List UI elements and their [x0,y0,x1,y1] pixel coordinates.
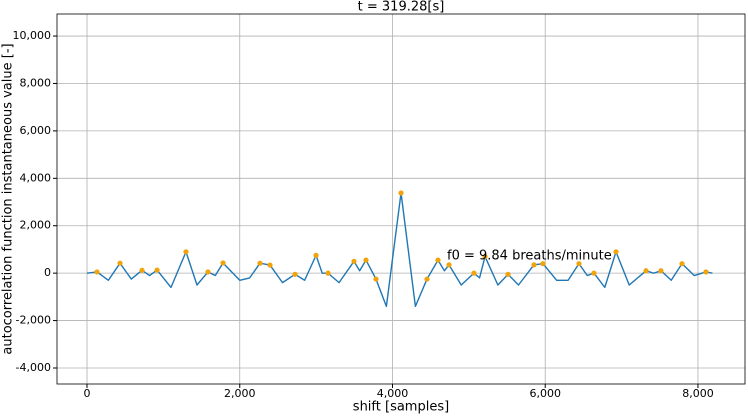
peak-marker [398,190,404,196]
peak-marker [505,271,511,277]
annotation: f0 = 9.84 breaths/minute [447,249,612,264]
peak-marker [205,269,211,275]
peak-marker [183,249,189,255]
peak-marker [313,252,319,258]
x-tick-label: 2,000 [224,387,256,400]
y-tick-label: -4,000 [16,361,51,374]
y-tick-label: 4,000 [20,171,52,184]
x-tick-label: 8,000 [682,387,714,400]
chart-title: t = 319.28[s] [358,0,445,15]
x-axis-label: shift [samples] [353,400,449,415]
y-axis-label: autocorrelation function instantaneous v… [1,43,16,354]
peak-marker [117,260,123,266]
peak-marker [325,270,331,276]
y-tick-label: 2,000 [20,219,52,232]
peak-marker [643,268,649,274]
peak-marker [446,262,452,268]
y-tick-label: -2,000 [16,314,51,327]
x-tick-label: 4,000 [377,387,409,400]
autocorrelation-line [86,192,713,308]
peak-marker [94,269,100,275]
peak-marker [576,261,582,267]
plot-frame [56,13,746,385]
peak-marker [531,262,537,268]
peak-marker [267,262,273,268]
peak-marker [139,267,145,273]
peak-marker [292,271,298,277]
peak-marker [351,258,357,264]
peak-marker [679,261,685,267]
peak-marker [220,260,226,266]
peak-marker [703,269,709,275]
peak-marker [363,257,369,263]
peak-marker [257,260,263,266]
peak-marker [613,249,619,255]
x-tick-label: 6,000 [529,387,561,400]
y-tick-label: 0 [44,266,51,279]
peak-marker [154,267,160,273]
peak-marker [658,268,664,274]
peak-marker [471,270,477,276]
x-tick-label: 0 [84,387,91,400]
peak-marker [540,261,546,267]
y-tick-label: 6,000 [20,124,52,137]
peak-marker [373,276,379,282]
y-tick-label: 8,000 [20,76,52,89]
y-tick-label: 10,000 [13,29,52,42]
peak-marker [591,270,597,276]
peak-marker [424,276,430,282]
peak-marker [482,253,488,260]
peak-marker [435,257,441,263]
